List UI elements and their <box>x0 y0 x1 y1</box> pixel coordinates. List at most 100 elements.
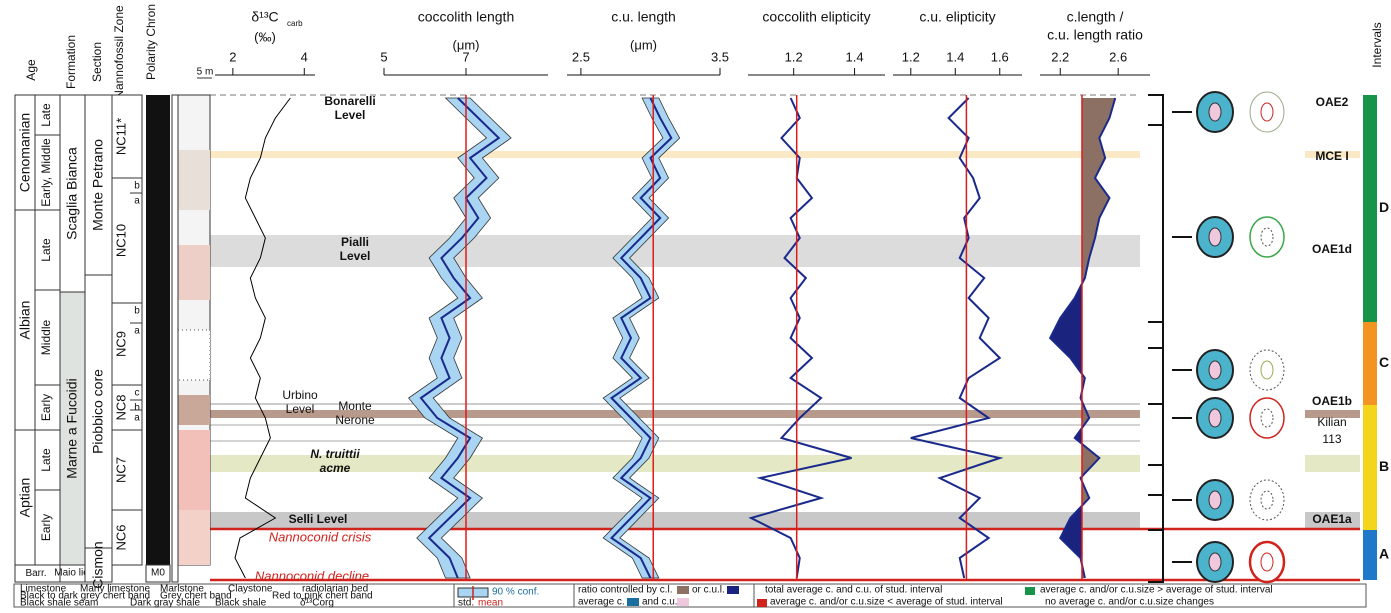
zone-label: NC8 <box>113 394 128 420</box>
x-tick-label: 1.4 <box>846 49 864 64</box>
x-tick-label: 1.4 <box>946 49 964 64</box>
subage-label: Late <box>39 103 53 127</box>
event-label: MCE I <box>1315 149 1348 163</box>
panel-title-sub: carb <box>287 19 303 28</box>
zone-label: NC7 <box>113 457 128 483</box>
data-line <box>748 97 852 579</box>
lithology-column <box>171 77 212 583</box>
zone-label: NC11* <box>113 118 128 155</box>
legend-text: Black to dark grey chert band <box>20 591 150 602</box>
column-header: Nannofossil Zone <box>112 5 126 99</box>
zone-label: NC6 <box>113 524 128 550</box>
column-cell <box>111 509 143 566</box>
panel-title: c.length / <box>1067 9 1124 25</box>
legend-text: average c. <box>578 597 625 608</box>
subzone-label: a <box>134 326 140 337</box>
formation-label: Scaglia Bianca <box>64 147 80 240</box>
legend-text: ratio controlled by c.l. <box>578 585 673 596</box>
event-label: OAE1b <box>1312 394 1352 408</box>
level-label: Nannoconid decline <box>255 568 369 583</box>
intervals-header: Intervals <box>1370 22 1384 67</box>
legend-text: δ¹³Corg <box>300 598 334 608</box>
age-label: Cenomanian <box>17 113 33 192</box>
section-label: Piobbico core <box>90 369 106 454</box>
level-label: acme <box>320 461 351 475</box>
panel-unit: (‰) <box>254 29 276 44</box>
column-cell <box>34 134 61 211</box>
data-line <box>234 97 291 579</box>
column-cell <box>111 384 143 431</box>
subage-label: Late <box>39 448 53 472</box>
event-label: Kilian <box>1317 415 1346 429</box>
data-line <box>609 97 673 579</box>
x-tick-label: 2.6 <box>1109 49 1127 64</box>
level-label: Pialli <box>341 235 369 249</box>
column-header: Formation <box>64 35 78 89</box>
x-tick-label: 3.5 <box>711 49 729 64</box>
formation-label: Marne a Fucoidi <box>64 378 80 478</box>
subage-label: Early, Middle <box>39 138 53 207</box>
subzone-label: b <box>134 306 140 317</box>
column-cell <box>34 429 61 491</box>
section-label: Cismon <box>90 541 106 588</box>
column-cell <box>111 94 143 179</box>
legend-text: average c. and/or c.u.size < average of … <box>770 597 1003 608</box>
legend-text: or c.u.l. <box>692 585 725 596</box>
panel-title: δ¹³C <box>251 9 278 25</box>
legend-text: std. <box>458 598 474 608</box>
column-cell <box>111 177 143 304</box>
polarity-label: M0 <box>151 568 165 579</box>
interval-bar <box>1363 405 1377 530</box>
legend-text: Red to pink chert band <box>272 591 373 602</box>
panel-unit: (μm) <box>453 37 480 52</box>
column-cell <box>59 291 86 566</box>
data-line <box>1048 97 1117 579</box>
section-label: Monte Petrano <box>90 139 106 231</box>
data-line <box>910 97 1004 579</box>
level-label: Level <box>286 402 315 416</box>
column-cell <box>59 94 86 293</box>
legend-text: radiolarian bed <box>302 584 368 595</box>
legend-text: total average c. and c.u. of stud. inter… <box>765 585 942 596</box>
x-tick-label: 1.6 <box>991 49 1009 64</box>
arrows <box>1172 111 1192 563</box>
legend-text: Black shale seam <box>20 598 98 608</box>
subzone-label: b <box>134 181 140 192</box>
shape-icons <box>1196 91 1286 584</box>
column-cell <box>84 547 113 583</box>
legend-text: mean <box>478 598 503 608</box>
legend-text: Limestone <box>20 584 67 595</box>
legend-text: average c. and/or c.u.size > average of … <box>1040 585 1273 596</box>
event-label: OAE1d <box>1312 242 1352 256</box>
column-header: Polarity Chron <box>144 4 158 80</box>
level-label: Urbino <box>282 388 318 402</box>
scale-label: 5 m <box>197 67 214 78</box>
legend-text: no average c. and/or c.u.size changes <box>1045 597 1214 608</box>
level-label: Level <box>340 249 371 263</box>
x-tick-label: 4 <box>301 49 308 64</box>
level-label: Monte <box>338 399 372 413</box>
column-cell <box>111 302 143 386</box>
subage-label: Middle <box>39 320 53 356</box>
interval-label: A <box>1379 546 1389 562</box>
legend-text: Dark gray shale <box>130 598 200 608</box>
column-cell <box>34 489 61 566</box>
interval-bar <box>1363 322 1377 405</box>
event-label: OAE2 <box>1316 95 1349 109</box>
interval-bar <box>1363 530 1377 580</box>
x-tick-label: 2.2 <box>1051 49 1069 64</box>
x-tick-label: 1.2 <box>902 49 920 64</box>
ratio-area-below <box>1050 98 1082 578</box>
subzone-label: a <box>134 196 140 207</box>
legend-text: Marlstone <box>160 584 204 595</box>
subage-label: Early <box>39 394 53 421</box>
level-label: Nerone <box>335 413 375 427</box>
polarity-bar <box>146 95 170 565</box>
age-label: Aptian <box>17 478 33 518</box>
subzone-label: c <box>135 388 140 399</box>
level-label: Nannoconid crisis <box>269 529 372 544</box>
interval-label: C <box>1379 354 1389 370</box>
legend-text: Marly limestone <box>80 584 150 595</box>
legend-text: Claystone <box>228 584 273 595</box>
